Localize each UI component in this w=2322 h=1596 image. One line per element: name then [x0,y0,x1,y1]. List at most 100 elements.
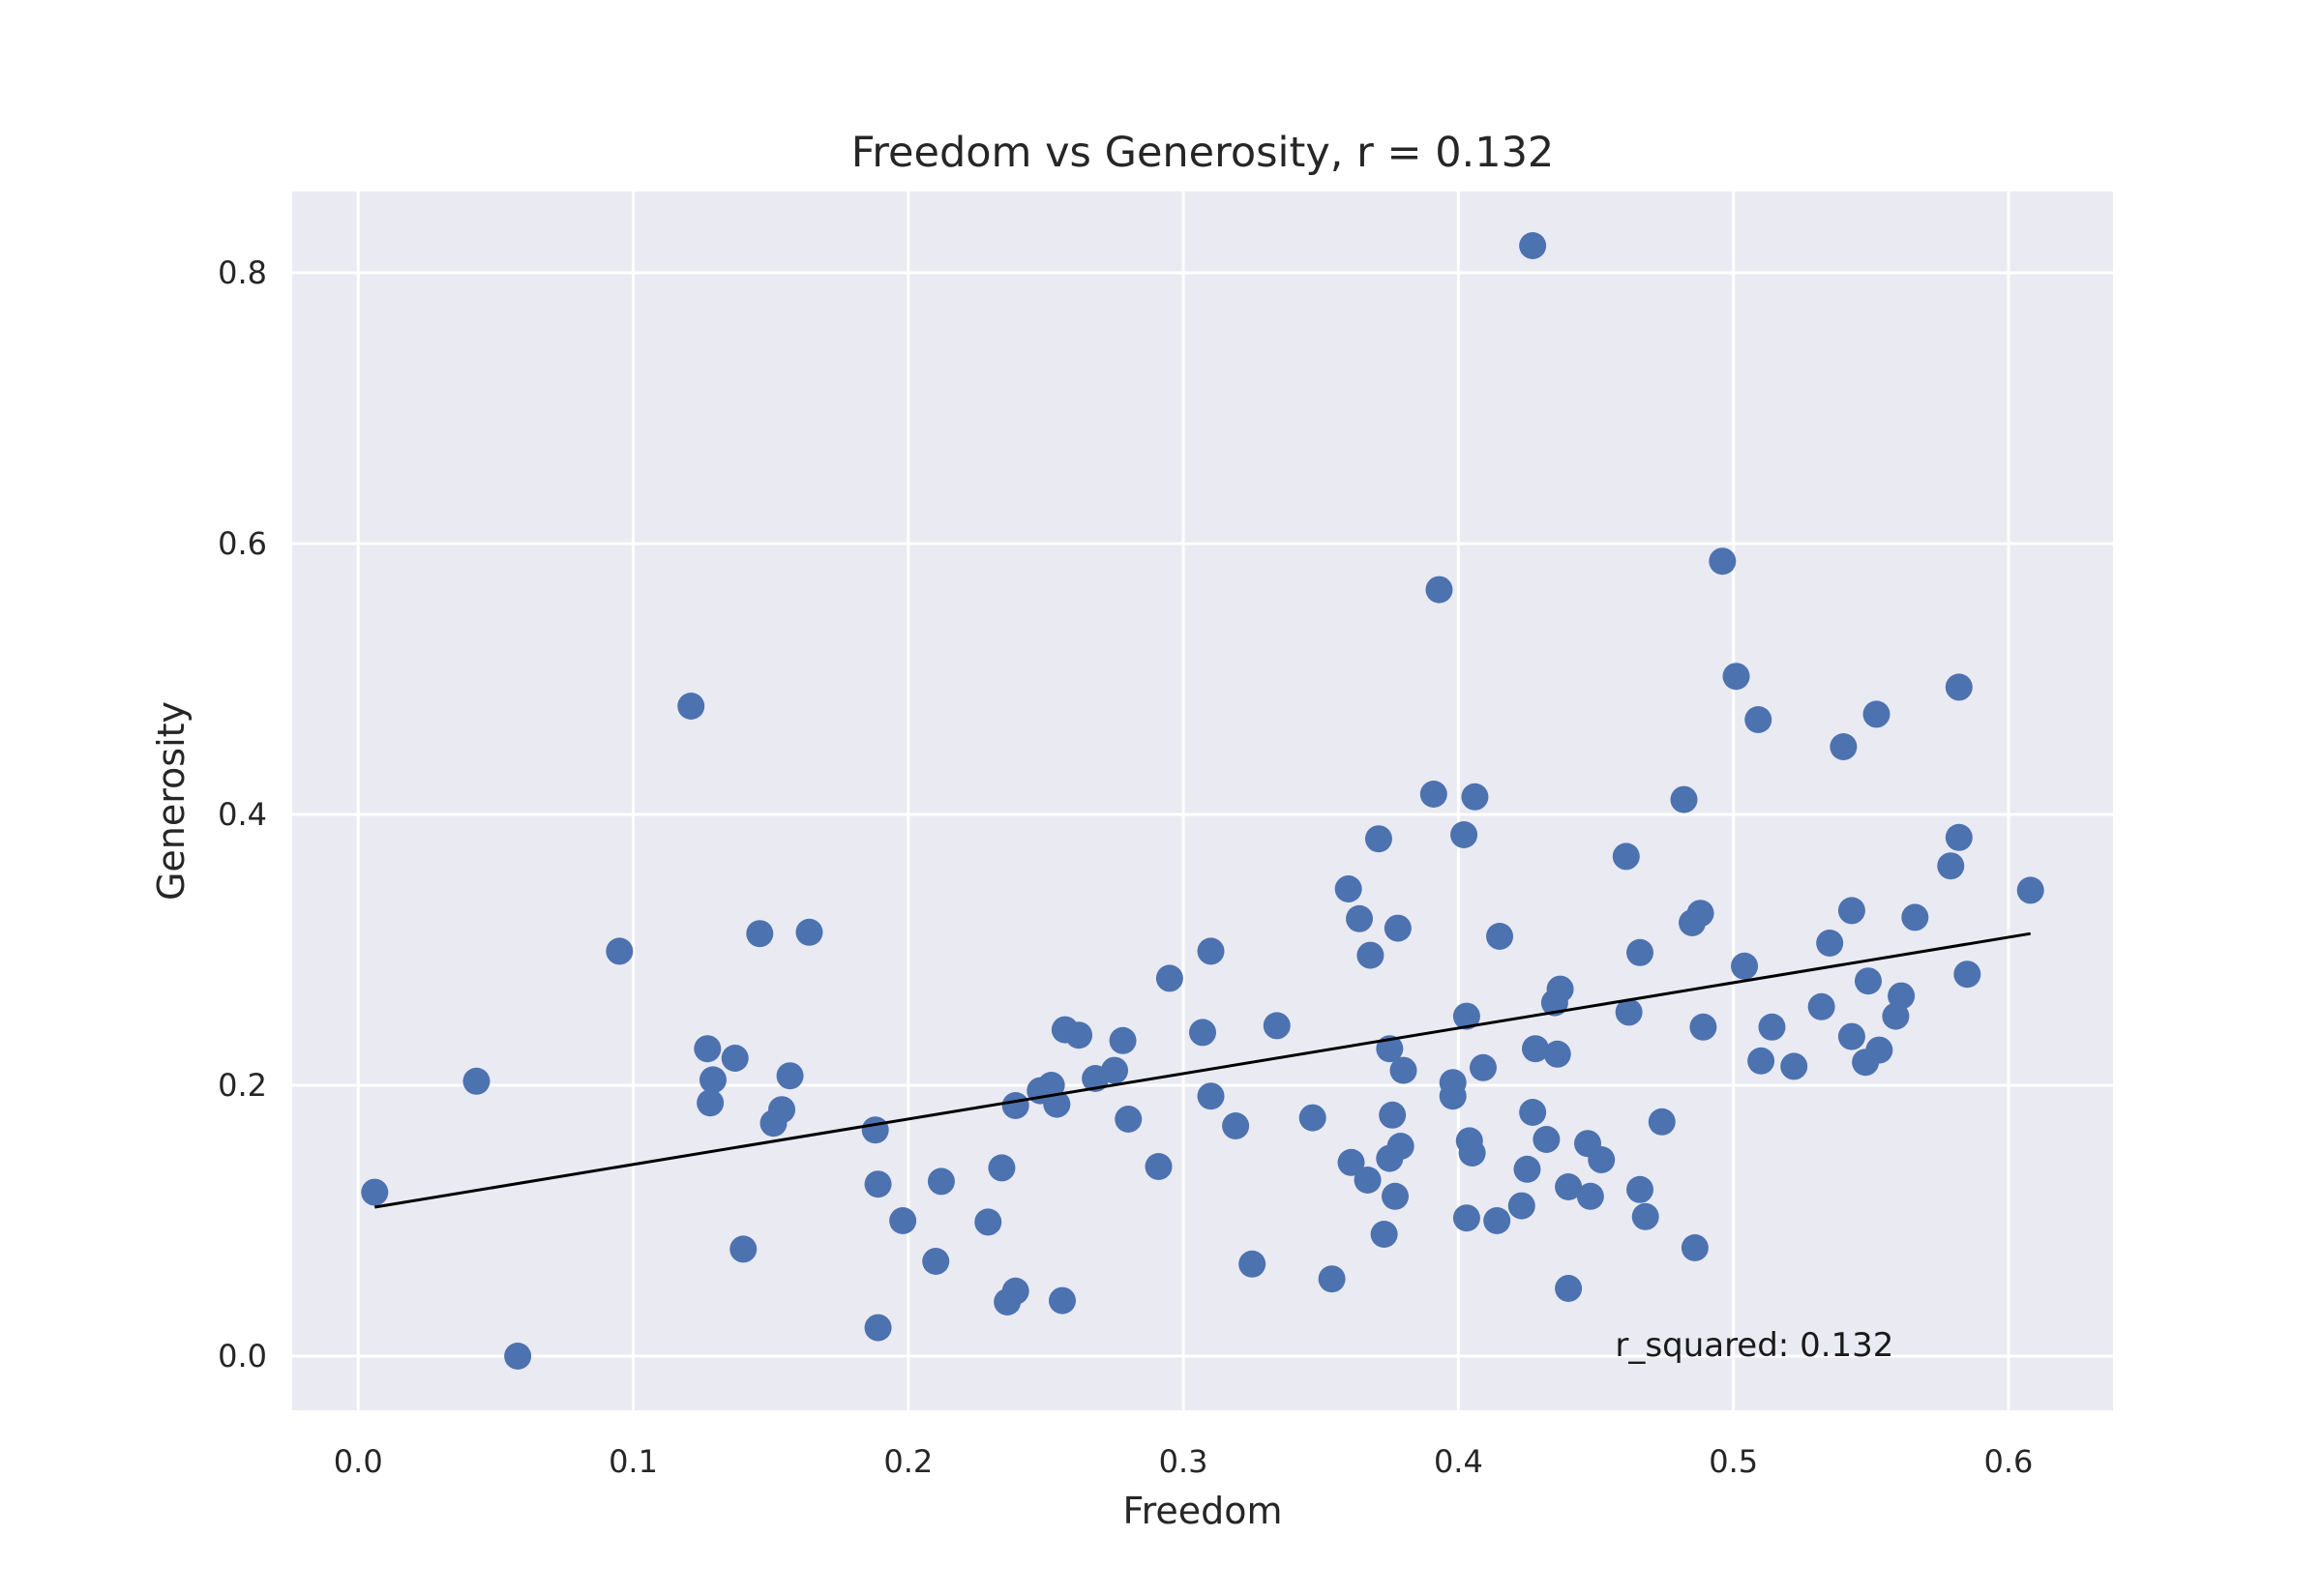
data-point [1722,663,1750,691]
y-tick-label: 0.6 [218,525,267,562]
data-point [1337,1148,1365,1176]
data-point [1758,1013,1786,1041]
data-point [1356,941,1384,969]
data-point [861,1116,889,1144]
data-point [1519,1099,1547,1126]
data-point [1780,1052,1808,1080]
data-point [1521,1035,1549,1063]
data-point [1263,1012,1291,1040]
data-point [1189,1019,1216,1047]
data-point [1837,1022,1865,1050]
data-point [1670,785,1698,813]
data-point [974,1208,1002,1236]
regression-line [374,931,2031,1209]
data-point [1419,781,1447,808]
data-point [1346,904,1374,932]
data-point [1469,1053,1497,1081]
x-tick-labels: 0.0 0.1 0.2 0.3 0.4 0.5 0.6 [334,1443,2034,1480]
data-point [721,1045,749,1072]
data-point [699,1066,727,1094]
data-point [1439,1082,1467,1110]
data-point [694,1035,722,1063]
y-tick-labels: 0.0 0.2 0.4 0.6 0.8 [218,254,267,1374]
data-point [1854,967,1882,995]
data-point [1953,961,1981,989]
data-point [776,1062,804,1090]
data-point [1461,783,1489,811]
x-tick-label: 0.5 [1709,1443,1758,1480]
data-point [1001,1092,1029,1119]
data-point [1681,1234,1709,1261]
data-point [1816,930,1844,957]
data-point [504,1343,532,1370]
data-point [1543,1040,1571,1068]
data-point [1555,1275,1583,1302]
data-point [988,1154,1016,1182]
data-point [1945,823,1973,851]
data-point [1382,1182,1410,1210]
grid-lines [292,192,2113,1410]
data-point [729,1235,758,1263]
y-tick-label: 0.0 [218,1338,267,1374]
data-point [1109,1026,1137,1054]
data-points [361,232,2044,1370]
data-point [1507,1192,1535,1220]
data-point [1901,903,1929,931]
data-point [1155,964,1183,992]
data-point [1483,1207,1511,1234]
data-point [1588,1146,1616,1173]
data-point [1334,875,1362,902]
data-point [1318,1265,1346,1293]
data-point [927,1167,955,1196]
data-point [795,918,823,946]
data-point [1744,706,1772,733]
data-point [1837,897,1865,925]
data-point [1101,1056,1129,1084]
chart-title: Freedom vs Generosity, r = 0.132 [851,129,1555,177]
data-point [1049,1286,1077,1315]
data-point [1830,733,1858,760]
data-point [1533,1126,1561,1153]
data-point [864,1170,892,1198]
data-point [1626,1175,1654,1203]
data-point [1689,1013,1717,1041]
data-point [462,1067,491,1095]
x-tick-label: 0.3 [1159,1443,1208,1480]
data-point [1519,232,1547,259]
data-point [1364,825,1392,853]
x-tick-label: 0.2 [883,1443,933,1480]
y-tick-label: 0.2 [218,1067,267,1104]
data-point [1626,938,1654,966]
data-point [922,1248,950,1275]
data-point [1709,547,1737,576]
data-point [1631,1202,1659,1230]
data-point [1612,842,1640,871]
data-point [1648,1108,1676,1136]
data-point [1197,1082,1225,1110]
data-point [1615,998,1643,1026]
data-point [1450,821,1478,848]
data-point [889,1207,917,1234]
data-point [1370,1221,1398,1248]
x-tick-label: 0.6 [1984,1443,2034,1480]
y-tick-label: 0.4 [218,796,267,833]
data-point [1452,1204,1480,1232]
y-tick-label: 0.8 [218,254,267,291]
data-point [1238,1250,1266,1278]
data-point [1458,1139,1486,1167]
data-point [1937,852,1965,880]
data-point [1576,1182,1604,1210]
data-point [1686,900,1714,928]
data-point [1145,1153,1173,1180]
data-point [768,1096,796,1124]
data-point [1043,1090,1071,1118]
data-point [864,1314,892,1342]
data-point [1452,1002,1480,1030]
x-tick-label: 0.1 [609,1443,658,1480]
data-point [1298,1104,1326,1132]
data-point [1945,673,1973,701]
x-axis-label: Freedom [1122,1490,1282,1532]
data-point [1486,923,1514,950]
data-point [1222,1112,1250,1139]
